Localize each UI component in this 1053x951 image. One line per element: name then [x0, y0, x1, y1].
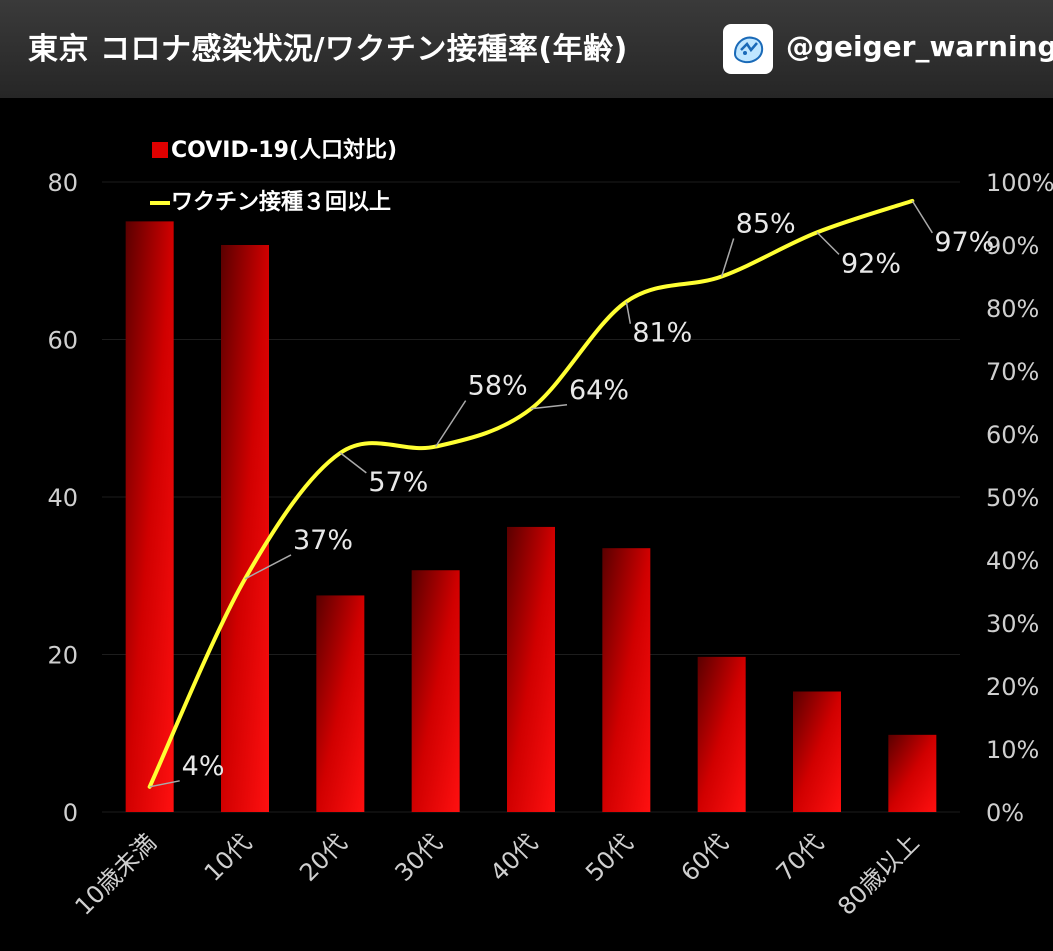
line-data-label: 57%: [368, 467, 428, 498]
twitter-bird-sticker-icon: [723, 24, 773, 74]
x-axis-tick-label: 30代: [390, 828, 448, 886]
chart-area: 4% 37% 57% 58% 64%81% 85% 92% 97% 0 20 40 60 80 0% 1…: [47, 138, 1053, 921]
legend-bar-swatch: [152, 142, 168, 158]
right-axis-tick-label: 70%: [986, 358, 1039, 386]
vaccination-line-series: 4% 37% 57% 58% 64%81% 85% 92% 97%: [147, 198, 994, 789]
bar: [316, 595, 365, 812]
data-label-leader: [435, 400, 467, 448]
line-data-label: 64%: [569, 375, 629, 406]
data-label-leader: [720, 238, 735, 277]
right-axis: 0% 10% 20% 30% 40% 50% 60% 70% 80% 90% 100%: [986, 169, 1053, 827]
line-data-label: 85%: [736, 209, 796, 240]
left-axis-tick-label: 20: [47, 642, 78, 670]
bar: [411, 570, 460, 812]
right-axis-tick-label: 0%: [986, 799, 1024, 827]
right-axis-tick-label: 80%: [986, 295, 1039, 323]
legend: COVID-19(人口対比) ワクチン接種３回以上: [150, 138, 397, 215]
bar: [221, 245, 269, 812]
bar: [125, 221, 174, 812]
right-axis-tick-label: 50%: [986, 484, 1039, 512]
data-label-leader: [911, 200, 933, 234]
line-data-label: 97%: [934, 227, 994, 258]
header-bar: 東京 コロナ感染状況/ワクチン接種率(年齢) @geiger_warning: [0, 0, 1053, 98]
line-data-label: 81%: [632, 318, 692, 349]
x-axis-tick-label: 40代: [485, 828, 543, 886]
left-axis: 0 20 40 60 80: [47, 169, 78, 827]
data-label-leader: [339, 452, 367, 474]
legend-line-label: ワクチン接種３回以上: [171, 190, 391, 215]
line-data-label: 4%: [182, 751, 225, 782]
covid-bars: [125, 221, 937, 812]
right-axis-tick-label: 100%: [986, 169, 1053, 197]
right-axis-tick-label: 60%: [986, 421, 1039, 449]
x-axis-tick-label: 20代: [294, 828, 352, 886]
left-axis-tick-label: 0: [63, 799, 78, 827]
x-axis-tick-label: 50代: [580, 828, 638, 886]
data-label-leader: [816, 231, 840, 255]
x-axis: 10歳未満 10代 20代 30代 40代 50代 60代 70代 80歳以上: [70, 828, 925, 920]
line-data-label: 92%: [841, 248, 901, 279]
x-axis-tick-label: 10歳未満: [70, 828, 162, 920]
right-axis-tick-label: 40%: [986, 547, 1039, 575]
left-axis-tick-label: 80: [47, 169, 78, 197]
x-axis-tick-label: 70代: [771, 828, 829, 886]
data-label-leader: [149, 780, 180, 788]
bar: [507, 526, 555, 812]
right-axis-tick-label: 90%: [986, 232, 1039, 260]
page-title: 東京 コロナ感染状況/ワクチン接種率(年齢): [28, 32, 628, 67]
data-label-leader: [244, 554, 292, 580]
right-axis-tick-label: 20%: [986, 673, 1039, 701]
x-axis-tick-label: 60代: [676, 828, 734, 886]
data-label-leader: [625, 301, 632, 324]
right-axis-tick-label: 30%: [986, 610, 1039, 638]
left-axis-tick-label: 40: [47, 484, 78, 512]
x-axis-tick-label: 80歳以上: [832, 828, 924, 920]
bar: [697, 656, 746, 812]
legend-bar-label: COVID-19(人口対比): [171, 138, 397, 163]
bar: [793, 691, 841, 812]
data-label-leader: [530, 404, 568, 410]
bar: [602, 548, 651, 812]
x-axis-tick-label: 10代: [199, 828, 257, 886]
line-data-label: 37%: [293, 525, 353, 556]
line-data-label: 58%: [468, 371, 528, 402]
author-handle: @geiger_warning: [786, 30, 1053, 63]
right-axis-tick-label: 10%: [986, 736, 1039, 764]
left-axis-tick-label: 60: [47, 327, 78, 355]
bar: [888, 734, 937, 812]
